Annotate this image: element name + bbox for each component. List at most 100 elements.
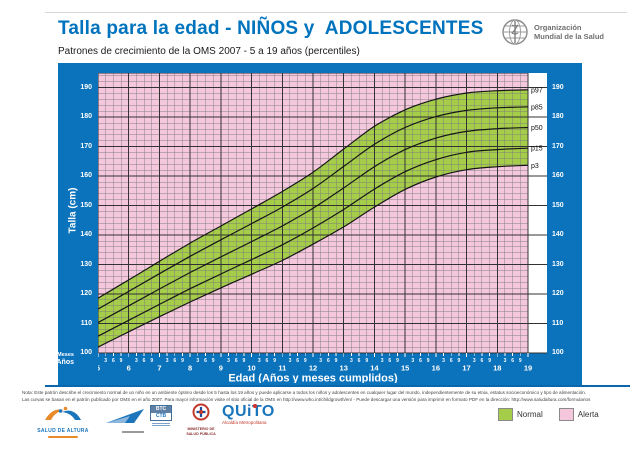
month-label: 3 bbox=[289, 358, 292, 364]
year-label: 5 bbox=[98, 364, 100, 373]
curve-label-p97: p97 bbox=[531, 87, 543, 94]
month-label: 9 bbox=[273, 358, 276, 364]
y-tick-label-right: 130 bbox=[552, 260, 564, 268]
month-label: 9 bbox=[150, 358, 153, 364]
who-emblem-icon bbox=[502, 19, 528, 45]
page-title: Talla para la edad - NIÑOS y ADOLESCENTE… bbox=[58, 18, 484, 39]
curve-label-p50: p50 bbox=[531, 125, 543, 132]
x-axis-year-labels: 5 6 7 8 9 10 11 12 13 14 15 16 17 18 19 bbox=[98, 364, 532, 373]
month-label: 6 bbox=[388, 358, 391, 364]
btc-label: BTC bbox=[151, 406, 171, 413]
legend-item-normal: Normal bbox=[498, 408, 543, 421]
footnote-line2: Las curvas se basan en el patrón publica… bbox=[22, 397, 591, 402]
month-label: 9 bbox=[181, 358, 184, 364]
year-label: 14 bbox=[370, 364, 379, 373]
legend-item-alerta: Alerta bbox=[558, 408, 599, 421]
quito-sub-label: Alcaldía Metropolitana bbox=[222, 420, 267, 425]
year-label: 16 bbox=[432, 364, 440, 373]
curve-p15 bbox=[98, 147, 529, 337]
month-label: 9 bbox=[335, 358, 338, 364]
y-tick-label-right: 150 bbox=[552, 201, 564, 209]
month-label: 3 bbox=[104, 358, 107, 364]
year-label: 12 bbox=[309, 364, 317, 373]
year-label: 7 bbox=[157, 364, 161, 373]
y-tick-label-right: 140 bbox=[552, 231, 564, 239]
month-label: 3 bbox=[227, 358, 230, 364]
btc-ctb-logo: BTC CTB bbox=[148, 405, 174, 427]
curve-label-p3: p3 bbox=[531, 163, 539, 170]
salud-de-altura-tagline bbox=[48, 436, 78, 438]
curve-p97 bbox=[98, 89, 529, 299]
month-label: 6 bbox=[327, 358, 330, 364]
y-tick-label-right: 110 bbox=[552, 319, 564, 327]
y-tick-label-left: 110 bbox=[80, 319, 92, 327]
cooperation-logo bbox=[102, 407, 148, 433]
month-label: 3 bbox=[442, 358, 445, 364]
month-label: 3 bbox=[135, 358, 138, 364]
ministerio-salud-logo: MINISTERIO DE SALUD PÚBLICA bbox=[183, 403, 219, 436]
month-label: 3 bbox=[350, 358, 353, 364]
month-label: 9 bbox=[212, 358, 215, 364]
alerta-label: Alerta bbox=[577, 410, 599, 419]
y-tick-label-left: 170 bbox=[80, 142, 92, 150]
page-subtitle: Patrones de crecimiento de la OMS 2007 -… bbox=[58, 46, 360, 57]
normal-label: Normal bbox=[517, 410, 543, 419]
y-tick-label-right: 180 bbox=[552, 113, 564, 121]
year-label: 11 bbox=[278, 364, 286, 373]
year-label: 8 bbox=[188, 364, 192, 373]
month-label: 6 bbox=[450, 358, 453, 364]
who-text-line1: Organización bbox=[534, 23, 582, 32]
salud-de-altura-emblem-icon bbox=[45, 406, 81, 420]
curve-p50 bbox=[98, 126, 529, 324]
salud-de-altura-logo: SALUD DE ALTURA bbox=[28, 404, 98, 438]
ministerio-label-line1: MINISTERIO DE bbox=[187, 427, 215, 431]
year-label: 10 bbox=[247, 364, 255, 373]
month-label: 3 bbox=[258, 358, 261, 364]
chart-panel: p97 p85 p50 p15 p3 3 6 9 3 6 9 3 6 9 3 6 9 3 6 9 3 6 9 3 6 9 3 6 9 3 6… bbox=[57, 63, 582, 385]
y-tick-label-left: 190 bbox=[80, 83, 92, 91]
curve-p85 bbox=[98, 106, 529, 310]
x-axis-title: Edad (Años y meses cumplidos) bbox=[228, 373, 398, 384]
who-logo: Organización Mundial de la Salud bbox=[501, 18, 604, 46]
salud-de-altura-label: SALUD DE ALTURA bbox=[37, 428, 89, 434]
month-label: 6 bbox=[173, 358, 176, 364]
x-axis-years-row-label: Años bbox=[56, 359, 75, 366]
month-label: 9 bbox=[519, 358, 522, 364]
curve-label-p15: p15 bbox=[531, 146, 543, 153]
alerta-swatch bbox=[558, 408, 574, 421]
y-tick-label-right: 100 bbox=[552, 349, 564, 356]
ministerio-label-line2: SALUD PÚBLICA bbox=[186, 431, 216, 436]
percentile-label-strip bbox=[528, 73, 547, 353]
btc-fineprint-line1 bbox=[152, 422, 170, 424]
month-label: 3 bbox=[381, 358, 384, 364]
month-label: 6 bbox=[204, 358, 207, 364]
y-tick-label-right: 190 bbox=[552, 83, 564, 91]
month-label: 6 bbox=[511, 358, 514, 364]
month-label: 3 bbox=[473, 358, 476, 364]
month-label: 6 bbox=[296, 358, 299, 364]
month-label: 9 bbox=[243, 358, 246, 364]
quito-dot-icon bbox=[253, 404, 257, 408]
quito-logo: QUiTO Alcaldía Metropolitana bbox=[222, 403, 286, 425]
y-tick-label-left: 160 bbox=[80, 172, 92, 180]
month-label: 3 bbox=[319, 358, 322, 364]
ctb-label: CTB bbox=[151, 413, 171, 420]
month-label: 6 bbox=[112, 358, 115, 364]
y-tick-label-left: 180 bbox=[80, 113, 92, 121]
year-label: 15 bbox=[401, 364, 409, 373]
percentile-curves bbox=[98, 89, 529, 348]
curve-p3 bbox=[98, 164, 529, 348]
year-label: 6 bbox=[127, 364, 131, 373]
month-label: 3 bbox=[504, 358, 507, 364]
who-text-line2: Mundial de la Salud bbox=[534, 32, 605, 41]
x-axis-ticks bbox=[98, 353, 529, 358]
y-tick-label-right: 160 bbox=[552, 172, 564, 180]
month-label: 9 bbox=[458, 358, 461, 364]
y-tick-label-left: 140 bbox=[80, 231, 92, 239]
month-label: 9 bbox=[120, 358, 123, 364]
month-label: 9 bbox=[488, 358, 491, 364]
year-label: 13 bbox=[340, 364, 348, 373]
y-tick-label-left: 120 bbox=[80, 290, 92, 298]
